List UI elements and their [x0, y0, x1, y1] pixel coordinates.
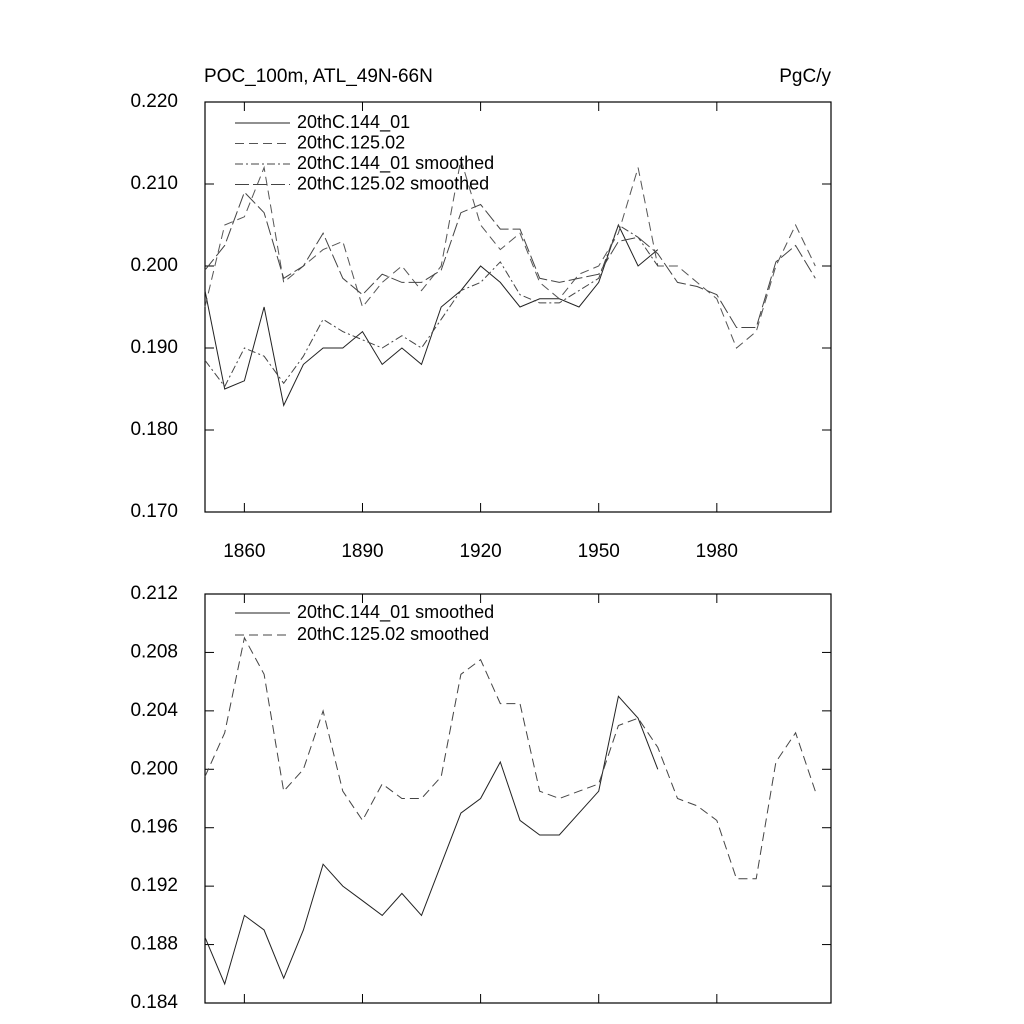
plot-frame	[204, 593, 832, 1004]
units-label: PgC/y	[779, 66, 831, 87]
legend-label: 20thC.144_01 smoothed	[297, 602, 494, 623]
x-tick-label: 1860	[223, 541, 265, 562]
y-tick-label: 0.212	[130, 583, 178, 604]
legend-label: 20thC.125.02 smoothed	[297, 624, 489, 644]
y-tick-label: 0.204	[130, 700, 178, 721]
x-tick-label: 1890	[341, 541, 383, 562]
y-tick-label: 0.200	[130, 255, 178, 276]
series-line	[204, 191, 816, 328]
legend-label: 20thC.125.02 smoothed	[297, 173, 489, 193]
y-tick-label: 0.196	[130, 817, 178, 838]
legend-label: 20thC.144_01 smoothed	[297, 153, 494, 174]
y-tick-label: 0.180	[130, 419, 178, 440]
series-line	[204, 636, 816, 880]
legend-label: 20thC.144_01	[297, 112, 410, 133]
y-tick-label: 0.190	[130, 337, 178, 358]
legend-label: 20thC.125.02	[297, 132, 405, 152]
chart-title: POC_100m, ATL_49N-66N	[204, 66, 433, 87]
x-tick-label: 1950	[578, 541, 620, 562]
y-tick-label: 0.184	[130, 992, 178, 1013]
series-line	[204, 223, 659, 407]
series-line	[204, 695, 659, 986]
y-tick-label: 0.210	[130, 173, 178, 194]
x-tick-label: 1980	[696, 541, 738, 562]
y-tick-label: 0.208	[130, 641, 178, 662]
y-tick-label: 0.170	[130, 501, 178, 522]
y-tick-label: 0.192	[130, 875, 178, 896]
x-tick-label: 1920	[459, 541, 501, 562]
series-line	[204, 224, 659, 388]
series-line	[204, 159, 816, 349]
y-tick-label: 0.200	[130, 758, 178, 779]
y-tick-label: 0.188	[130, 934, 178, 955]
y-tick-label: 0.220	[130, 91, 178, 112]
